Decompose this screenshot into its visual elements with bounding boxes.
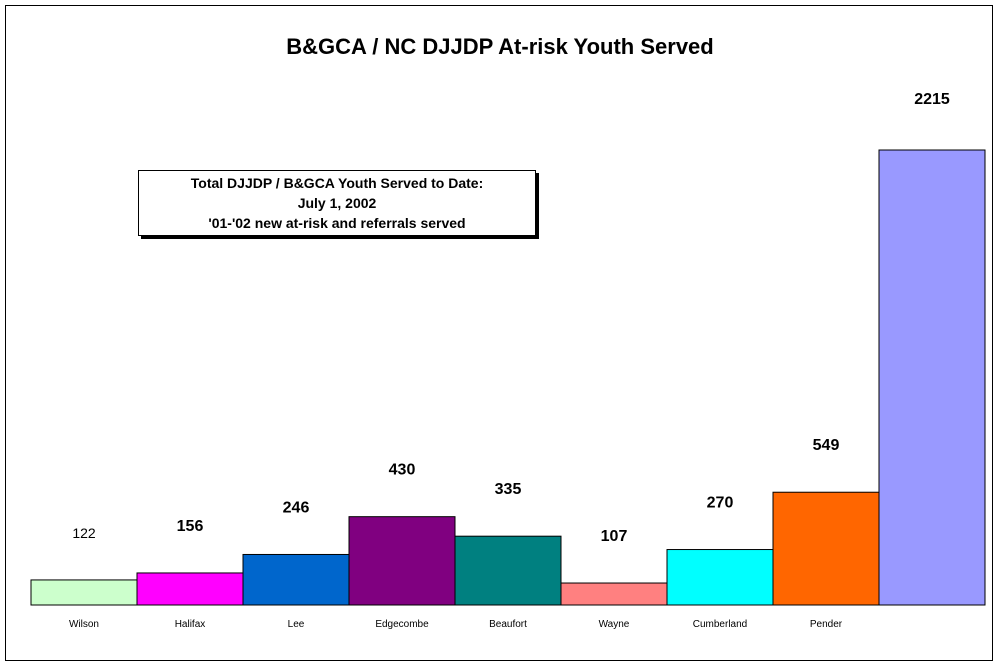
data-label: 246 [283,499,310,516]
bar-wilson [30,579,138,606]
data-label: 335 [495,481,522,498]
data-label: 430 [389,462,416,479]
data-label: 122 [72,525,96,541]
data-label: 270 [707,495,734,512]
bar-halifax [136,572,244,606]
annotation-line-2: July 1, 2002 [297,195,377,211]
data-label: 2215 [914,91,950,108]
data-label: 549 [813,437,840,454]
category-label: Edgecombe [375,619,429,630]
bar-edgecombe [348,516,456,606]
category-label: Lee [288,619,305,630]
category-label: Beaufort [489,619,527,630]
data-label: 107 [601,528,628,545]
category-label: Pender [810,619,843,630]
annotation-box: Total DJJDP / B&GCA Youth Served to Date… [138,170,536,236]
data-label: 156 [177,518,204,535]
bar-wayne [560,582,668,606]
annotation-line-3: '01-'02 new at-risk and referrals served [208,215,466,231]
category-label: Wilson [69,619,99,630]
annotation-line-1: Total DJJDP / B&GCA Youth Served to Date… [190,175,484,191]
category-label: Wayne [599,619,630,630]
bar-unlabeled [878,149,986,606]
chart-title: B&GCA / NC DJJDP At-risk Youth Served [286,34,714,59]
bar-lee [242,553,350,606]
category-label: Halifax [175,619,206,630]
bar-pender [772,491,880,606]
bar-cumberland [666,549,774,606]
category-label: Cumberland [693,619,747,630]
bar-beaufort [454,535,562,606]
